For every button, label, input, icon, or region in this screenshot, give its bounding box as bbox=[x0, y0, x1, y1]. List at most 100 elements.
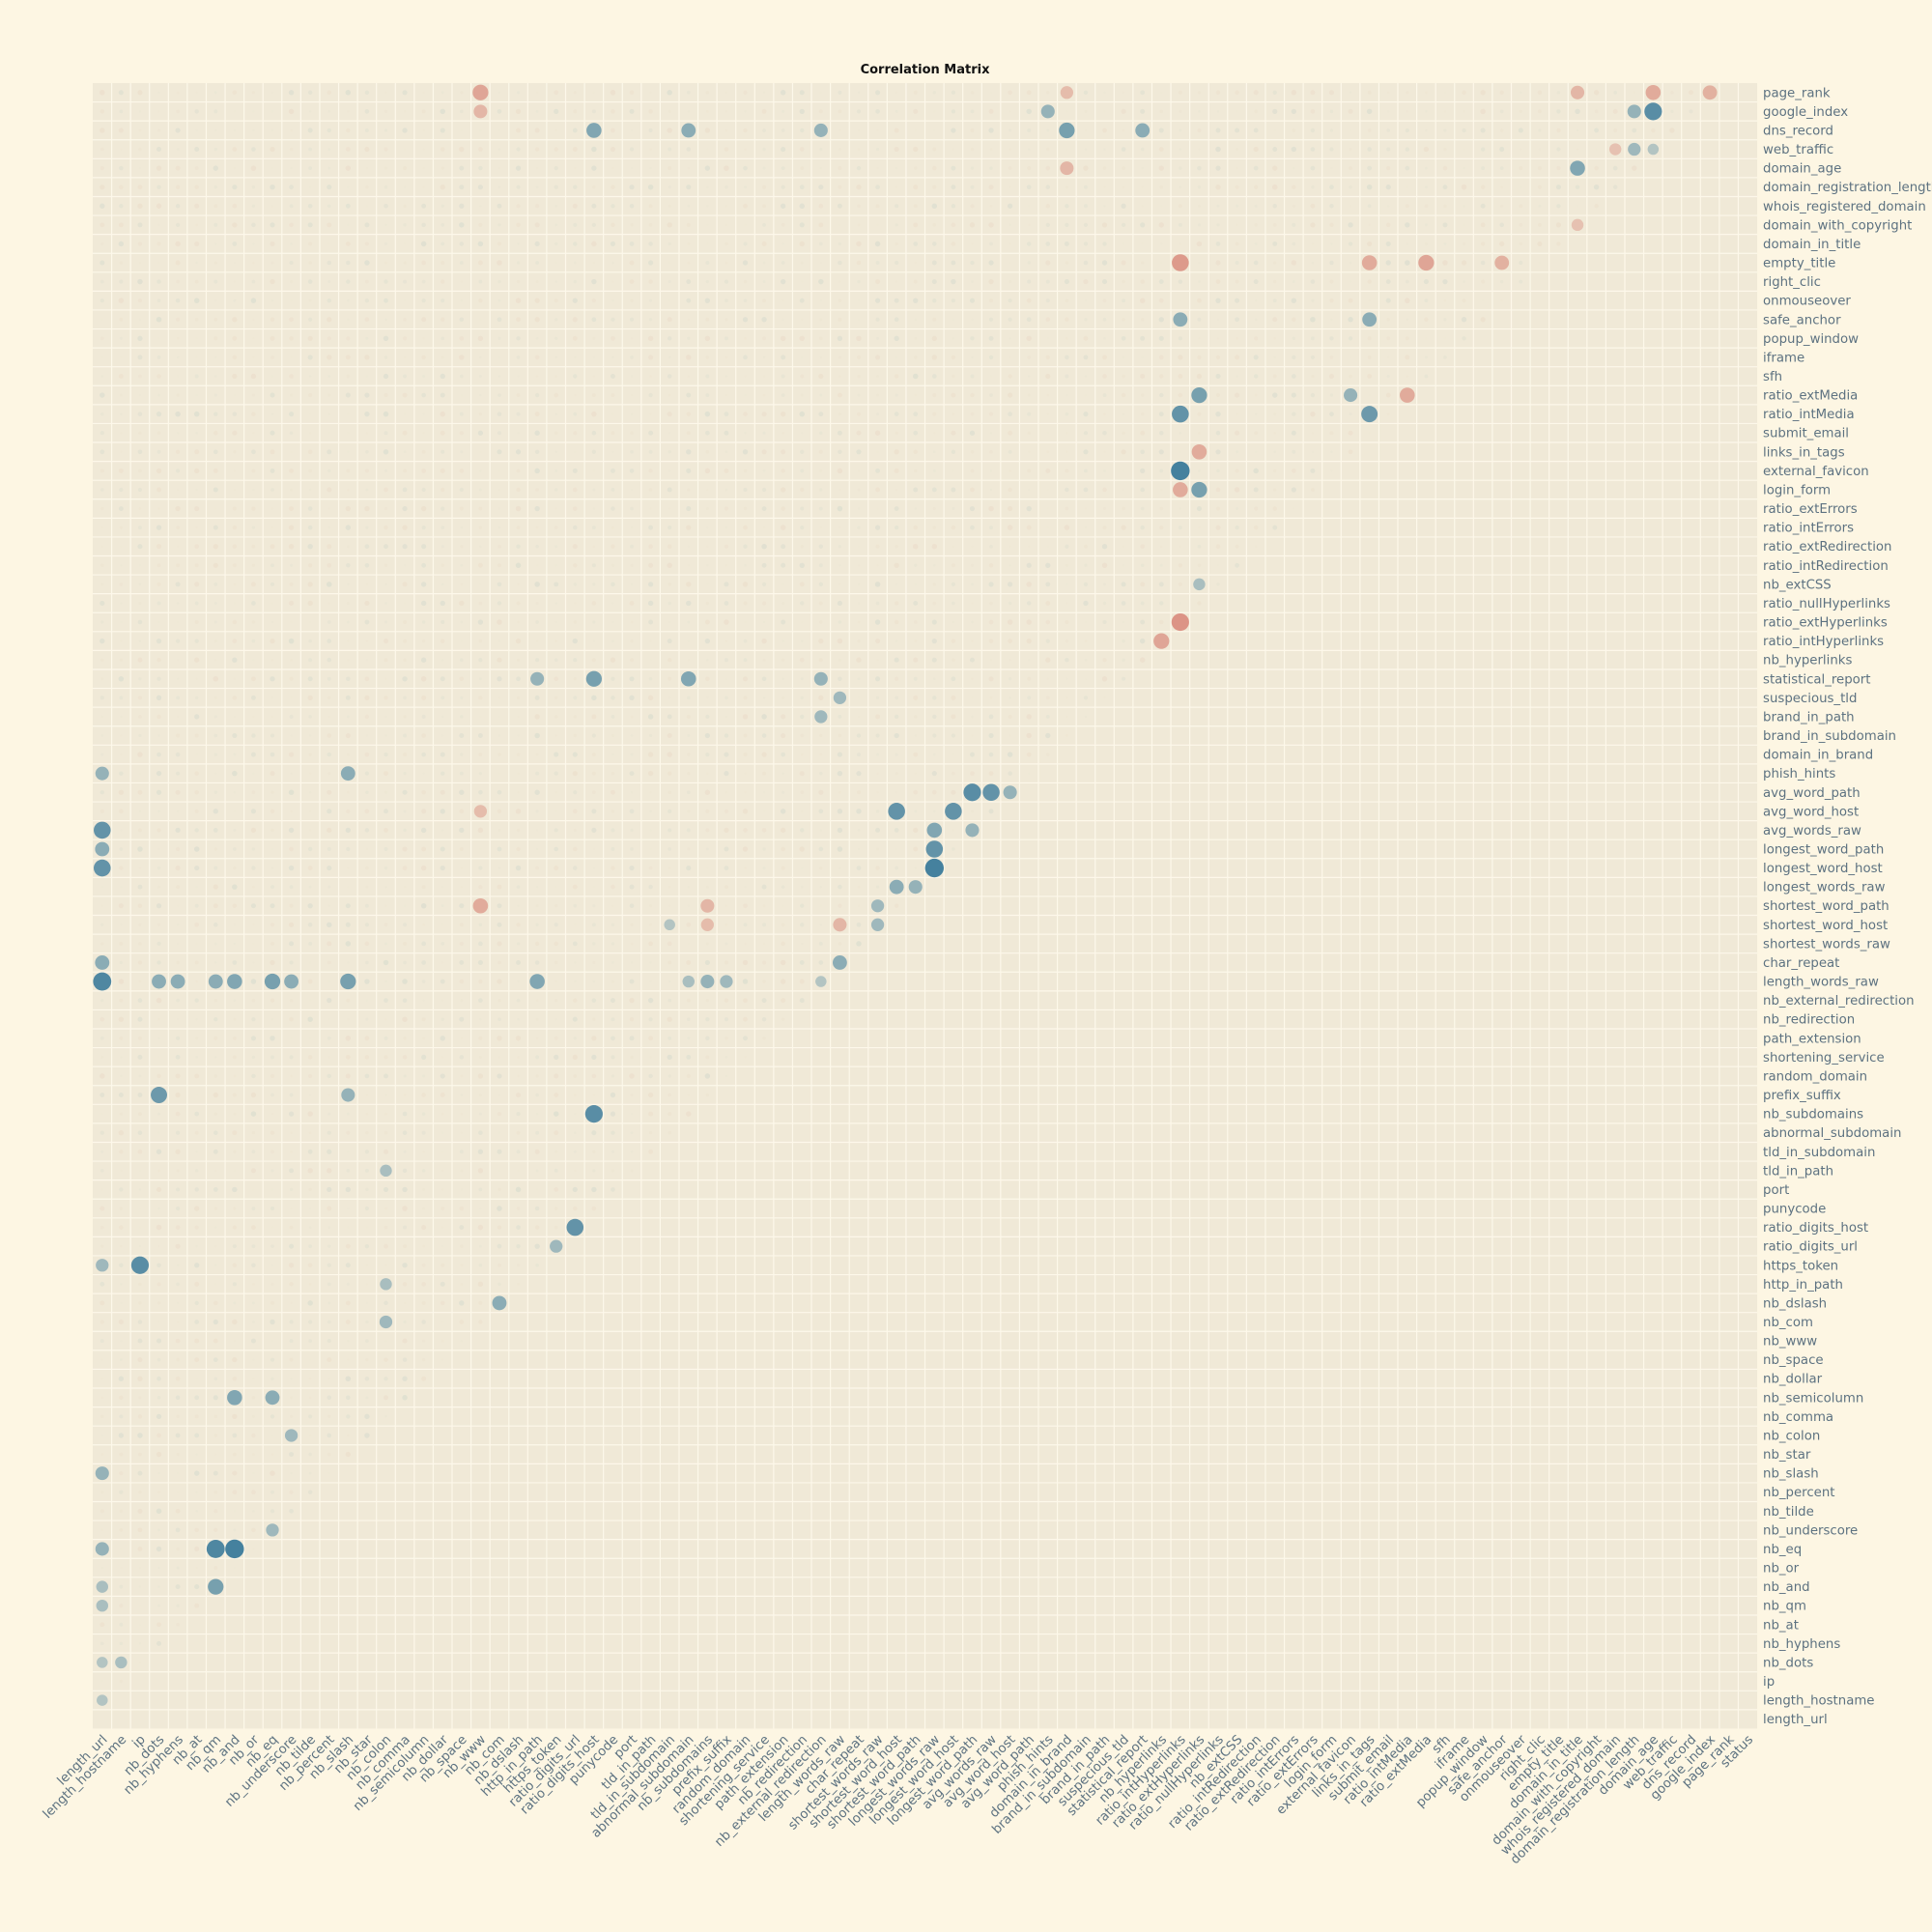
marker-nb_or-nb_space bbox=[252, 1358, 255, 1361]
marker-ratio_extHyperlinks-login_form bbox=[1191, 481, 1208, 498]
marker-nb_and-google_index bbox=[233, 110, 237, 113]
marker-length_hostname-ratio_nullHyperlinks bbox=[120, 602, 123, 605]
marker-length_url-safe_anchor bbox=[100, 318, 103, 321]
marker-http_in_path-right_clic bbox=[535, 280, 539, 284]
marker-tld_in_path-sfh bbox=[649, 375, 652, 378]
marker-nb_comma-ratio_digits_url bbox=[403, 1244, 408, 1249]
marker-tld_in_subdomain-ratio_nullHyperlinks bbox=[668, 601, 671, 606]
marker-nb_comma-ratio_extMedia bbox=[402, 392, 408, 398]
marker-nb_dollar-abnormal_subdomain bbox=[441, 1131, 444, 1134]
marker-nb_eq-ratio_nullHyperlinks bbox=[270, 602, 274, 605]
marker-ip-nb_qm bbox=[138, 1604, 142, 1607]
marker-phish_hints-ratio_nullHyperlinks bbox=[1045, 600, 1051, 606]
marker-punycode-char_repeat bbox=[611, 961, 614, 964]
marker-abnormal_subdomain-domain_with_copyright bbox=[686, 222, 691, 227]
marker-nb_extCSS-domain_in_title bbox=[1235, 242, 1239, 246]
marker-avg_words_raw-safe_anchor bbox=[988, 317, 994, 322]
marker-external_favicon-safe_anchor bbox=[1348, 317, 1353, 323]
y-tick-label: phish_hints bbox=[1763, 767, 1835, 781]
marker-length_url-nb_com bbox=[99, 1320, 104, 1324]
marker-punycode-prefix_suffix bbox=[610, 1092, 616, 1098]
marker-nb_space-avg_word_host bbox=[459, 809, 465, 814]
marker-nb_underscore-empty_title bbox=[289, 260, 294, 266]
marker-nb_star-nb_dollar bbox=[364, 1376, 370, 1381]
marker-nb_slash-tld_in_subdomain bbox=[347, 1151, 350, 1153]
y-tick-label: shortest_words_raw bbox=[1763, 937, 1890, 952]
marker-domain_in_brand-onmouseover bbox=[1065, 298, 1069, 303]
marker-nb_com-ratio_intMedia bbox=[497, 412, 502, 416]
marker-nb_star-suspecious_tld bbox=[364, 695, 370, 700]
marker-punycode-brand_in_path bbox=[611, 715, 615, 719]
marker-nb_underscore-links_in_tags bbox=[290, 450, 293, 454]
marker-nb_hyperlinks-ratio_extRedirection bbox=[1160, 545, 1163, 548]
marker-nb_slash-char_repeat bbox=[347, 961, 350, 964]
marker-shortest_word_path-avg_word_path bbox=[913, 789, 919, 795]
marker-domain_in_brand-ratio_intHyperlinks bbox=[1065, 639, 1068, 643]
marker-nb_www-nb_dslash bbox=[478, 1300, 483, 1305]
marker-path_extension-ratio_intRedirection bbox=[781, 562, 786, 568]
marker-onmouseover-right_clic bbox=[1519, 279, 1523, 284]
marker-punycode-shortest_word_host bbox=[611, 923, 615, 926]
marker-tld_in_path-brand_in_path bbox=[647, 714, 654, 720]
marker-nb_underscore-https_token bbox=[289, 1263, 295, 1268]
marker-abnormal_subdomain-ratio_extMedia bbox=[686, 392, 692, 398]
marker-path_extension-sfh bbox=[781, 374, 785, 379]
marker-avg_word_path-onmouseover bbox=[1026, 298, 1032, 303]
marker-links_in_tags-domain_in_title bbox=[1367, 241, 1373, 247]
marker-nb_www-ratio_intMedia bbox=[478, 412, 483, 416]
marker-nb_dslash-onmouseover bbox=[515, 298, 522, 303]
y-tick-label: nb_underscore bbox=[1763, 1523, 1858, 1538]
marker-ratio_digits_host-whois_registered_domain bbox=[591, 203, 597, 209]
marker-nb_dots-nb_www bbox=[156, 1338, 162, 1344]
marker-ratio_intRedirection-google_index bbox=[1254, 109, 1259, 114]
marker-ratio_digits_host-brand_in_subdomain bbox=[591, 733, 596, 738]
marker-nb_tilde-sfh bbox=[308, 375, 312, 378]
marker-nb_dollar-dns_record bbox=[440, 128, 445, 133]
marker-suspecious_tld-dns_record bbox=[1122, 128, 1125, 132]
marker-nb_qm-ratio_intHyperlinks bbox=[213, 639, 217, 643]
marker-shortest_word_host-domain_in_brand bbox=[895, 753, 898, 756]
marker-submit_email-ratio_extMedia bbox=[1385, 392, 1391, 398]
marker-length_words_raw-avg_word_path bbox=[838, 790, 841, 794]
marker-ratio_digits_url-domain_in_title bbox=[573, 242, 578, 246]
marker-https_token-domain_age bbox=[554, 165, 558, 171]
marker-nb_eq-shortest_word_host bbox=[270, 923, 275, 927]
marker-shortest_word_path-ratio_intRedirection bbox=[914, 563, 918, 567]
marker-domain_in_brand-page_rank bbox=[1060, 86, 1074, 99]
marker-nb_colon-ratio_nullHyperlinks bbox=[384, 602, 387, 605]
marker-length_words_raw-ratio_extHyperlinks bbox=[838, 620, 842, 624]
marker-port-submit_email bbox=[630, 431, 634, 436]
marker-ip-whois_registered_domain bbox=[137, 203, 143, 209]
marker-ratio_extHyperlinks-domain_with_copyright bbox=[1197, 223, 1202, 227]
marker-safe_anchor-web_traffic bbox=[1499, 146, 1505, 153]
marker-nb_space-ratio_extMedia bbox=[460, 393, 464, 397]
marker-ratio_extRedirection-popup_window bbox=[1273, 337, 1277, 340]
marker-shortest_word_host-submit_email bbox=[895, 431, 898, 435]
marker-nb_comma-ratio_extHyperlinks bbox=[403, 619, 408, 625]
marker-nb_and-nb_comma bbox=[232, 1413, 238, 1420]
marker-nb_slash-ratio_extErrors bbox=[345, 505, 351, 512]
marker-domain_in_brand-domain_registration_length bbox=[1065, 185, 1068, 189]
marker-nb_slash-submit_email bbox=[347, 432, 350, 435]
marker-random_domain-right_clic bbox=[743, 279, 748, 284]
marker-nb_underscore-ratio_extRedirection bbox=[288, 544, 295, 550]
marker-nb_and-http_in_path bbox=[232, 1282, 237, 1287]
marker-nb_comma-abnormal_subdomain bbox=[402, 1130, 408, 1135]
marker-statistical_report-domain_with_copyright bbox=[1140, 222, 1146, 228]
marker-ratio_intHyperlinks-onmouseover bbox=[1179, 298, 1182, 302]
marker-shortest_word_path-phish_hints bbox=[914, 772, 917, 775]
marker-ip-brand_in_subdomain bbox=[138, 733, 142, 738]
marker-nb_slash-google_index bbox=[347, 110, 350, 113]
marker-nb_extCSS-google_index bbox=[1236, 110, 1238, 113]
marker-avg_word_host-ratio_nullHyperlinks bbox=[1008, 601, 1012, 606]
marker-port-avg_word_path bbox=[630, 791, 634, 794]
marker-nb_eq-ratio_digits_host bbox=[270, 1226, 274, 1229]
marker-abnormal_subdomain-statistical_report bbox=[680, 670, 696, 687]
marker-length_hostname-nb_slash bbox=[119, 1471, 124, 1476]
marker-length_hostname-abnormal_subdomain bbox=[118, 1129, 125, 1136]
marker-https_token-ratio_nullHyperlinks bbox=[554, 602, 557, 605]
marker-http_in_path-longest_words_raw bbox=[535, 885, 539, 889]
marker-random_domain-ratio_intMedia bbox=[743, 412, 748, 416]
marker-punycode-right_clic bbox=[611, 280, 614, 283]
marker-abnormal_subdomain-avg_word_host bbox=[687, 810, 691, 813]
